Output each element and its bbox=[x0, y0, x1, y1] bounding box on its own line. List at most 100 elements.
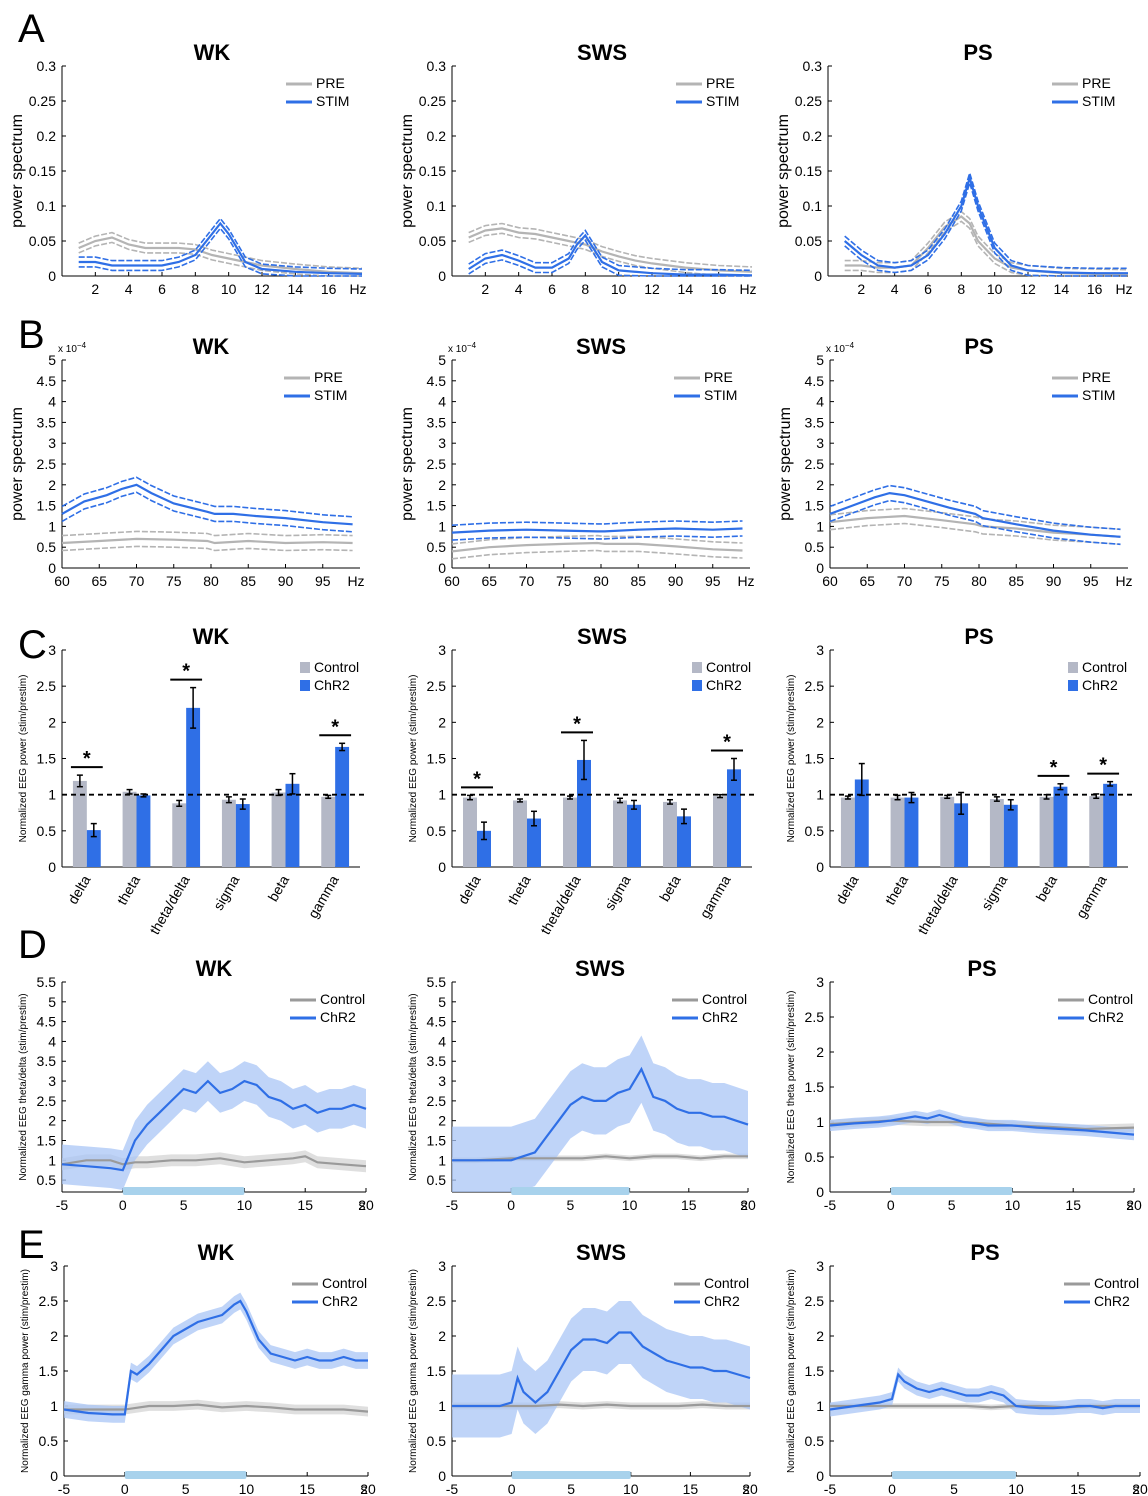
x-unit-label: Hz bbox=[347, 573, 364, 589]
y-tick-label: 1 bbox=[816, 1398, 824, 1414]
y-axis-label: power spectrum bbox=[9, 407, 26, 521]
legend-swatch bbox=[300, 662, 310, 673]
y-axis-label: Normalized EEG gamma power (stim/prestim… bbox=[408, 1269, 419, 1473]
x-tick-label: beta bbox=[265, 872, 293, 904]
y-tick-label: 3 bbox=[438, 1073, 446, 1089]
x-unit-label: Hz bbox=[739, 281, 756, 297]
x-tick-label: 15 bbox=[1065, 1197, 1081, 1213]
y-tick-label: 0 bbox=[816, 1184, 824, 1200]
bar bbox=[904, 797, 919, 867]
significance-star: * bbox=[331, 716, 339, 738]
x-tick-label: 2 bbox=[91, 281, 99, 297]
legend-swatch bbox=[692, 662, 702, 673]
y-tick-label: 5 bbox=[438, 994, 446, 1010]
bar bbox=[235, 804, 250, 867]
y-tick-label: 1 bbox=[816, 787, 824, 803]
y-tick-label: 0.1 bbox=[803, 198, 823, 214]
bar bbox=[513, 800, 527, 867]
series-envelope bbox=[468, 222, 753, 268]
bar bbox=[335, 746, 350, 867]
y-tick-label: 0.2 bbox=[427, 128, 447, 144]
x-tick-label: beta bbox=[1033, 872, 1061, 904]
x-tick-label: gamma bbox=[1073, 872, 1110, 921]
y-tick-label: 0.05 bbox=[795, 233, 822, 249]
y-tick-label: 2 bbox=[438, 1328, 446, 1344]
chart-b-ps: PS power spectrum 0 0.5 1 1.5 2 2.5 3 3.5 4 4.5 5 60 6… bbox=[777, 334, 1133, 589]
x-tick-label: theta bbox=[504, 872, 534, 907]
legend-swatch bbox=[300, 680, 310, 691]
y-tick-label: 1.5 bbox=[37, 1132, 57, 1148]
x-tick-label: gamma bbox=[305, 872, 342, 921]
x-tick-label: 15 bbox=[681, 1197, 697, 1213]
y-tick-label: 0 bbox=[48, 560, 56, 576]
x-tick-label: 5 bbox=[182, 1481, 190, 1496]
y-tick-label: 1.5 bbox=[427, 498, 447, 514]
y-tick-label: 4.5 bbox=[427, 1014, 447, 1030]
y-tick-label: 0.5 bbox=[427, 823, 447, 839]
chart-c-wk: WK Normalized EEG power (stim/prestim) 0 0.… bbox=[18, 624, 364, 937]
x-tick-label: theta bbox=[882, 872, 912, 907]
bar bbox=[713, 796, 727, 867]
x-unit-label: s bbox=[359, 1197, 366, 1213]
x-tick-label: 80 bbox=[203, 573, 219, 589]
x-tick-label: 16 bbox=[1087, 281, 1103, 297]
y-tick-label: 1.5 bbox=[39, 1363, 59, 1379]
y-tick-label: 0.25 bbox=[795, 93, 822, 109]
y-tick-label: 3.5 bbox=[805, 414, 825, 430]
scale-label: x 10−4 bbox=[448, 341, 477, 355]
series-line-control bbox=[61, 1155, 367, 1168]
bar bbox=[1003, 804, 1018, 867]
y-tick-label: 2 bbox=[816, 477, 824, 493]
significance-star: * bbox=[182, 661, 190, 683]
series-envelope bbox=[844, 180, 1128, 277]
y-tick-label: 1.5 bbox=[37, 751, 57, 767]
stimulation-window bbox=[511, 1187, 630, 1195]
chart-e-ps: PS Normalized EEG gamma power (stim/prest… bbox=[786, 1240, 1148, 1496]
series-envelope bbox=[451, 520, 743, 526]
chart-e-sws: SWS Normalized EEG gamma power (stim/pres… bbox=[408, 1240, 758, 1496]
x-tick-label: 5 bbox=[948, 1197, 956, 1213]
y-tick-label: 0 bbox=[438, 268, 446, 284]
y-tick-label: 1 bbox=[438, 787, 446, 803]
legend-label: STIM bbox=[1082, 387, 1115, 403]
y-tick-label: 3.5 bbox=[427, 414, 447, 430]
x-tick-label: 4 bbox=[125, 281, 133, 297]
legend-label: ChR2 bbox=[320, 1009, 356, 1025]
y-tick-label: 0.5 bbox=[37, 539, 57, 555]
panel-label-b: B bbox=[18, 313, 45, 357]
x-tick-label: 85 bbox=[240, 573, 256, 589]
bar bbox=[989, 799, 1004, 867]
x-tick-label: 10 bbox=[1005, 1197, 1021, 1213]
legend-label: STIM bbox=[704, 387, 737, 403]
y-tick-label: 5.5 bbox=[427, 974, 447, 990]
significance-star: * bbox=[573, 713, 581, 735]
y-axis-label: power spectrum bbox=[775, 114, 792, 228]
y-tick-label: 0 bbox=[48, 859, 56, 875]
x-tick-label: 6 bbox=[924, 281, 932, 297]
y-tick-label: 5 bbox=[48, 994, 56, 1010]
series-envelope bbox=[468, 229, 753, 272]
series-envelope bbox=[829, 484, 1121, 531]
x-tick-label: 16 bbox=[711, 281, 727, 297]
x-tick-label: delta bbox=[832, 872, 861, 906]
x-tick-label: 16 bbox=[321, 281, 337, 297]
y-tick-label: 5 bbox=[438, 352, 446, 368]
y-tick-label: 4 bbox=[48, 1033, 56, 1049]
chart-title: PS bbox=[964, 624, 993, 649]
y-tick-label: 0.5 bbox=[427, 1433, 447, 1449]
y-tick-label: 0 bbox=[816, 1468, 824, 1484]
chart-e-wk: WK Normalized EEG gamma power (stim/prest… bbox=[20, 1240, 376, 1496]
y-axis-label: power spectrum bbox=[777, 407, 794, 521]
y-axis-label: power spectrum bbox=[9, 114, 26, 228]
series-line-pre bbox=[468, 227, 753, 273]
significance-star: * bbox=[1099, 755, 1107, 777]
y-tick-label: 2 bbox=[438, 1113, 446, 1129]
y-tick-label: 4 bbox=[816, 394, 824, 410]
x-tick-label: 70 bbox=[519, 573, 535, 589]
x-tick-label: 14 bbox=[288, 281, 304, 297]
y-tick-label: 0.15 bbox=[419, 163, 446, 179]
y-tick-label: 1 bbox=[438, 1398, 446, 1414]
series-envelope bbox=[61, 530, 353, 537]
scale-exponent: −4 bbox=[845, 341, 855, 350]
